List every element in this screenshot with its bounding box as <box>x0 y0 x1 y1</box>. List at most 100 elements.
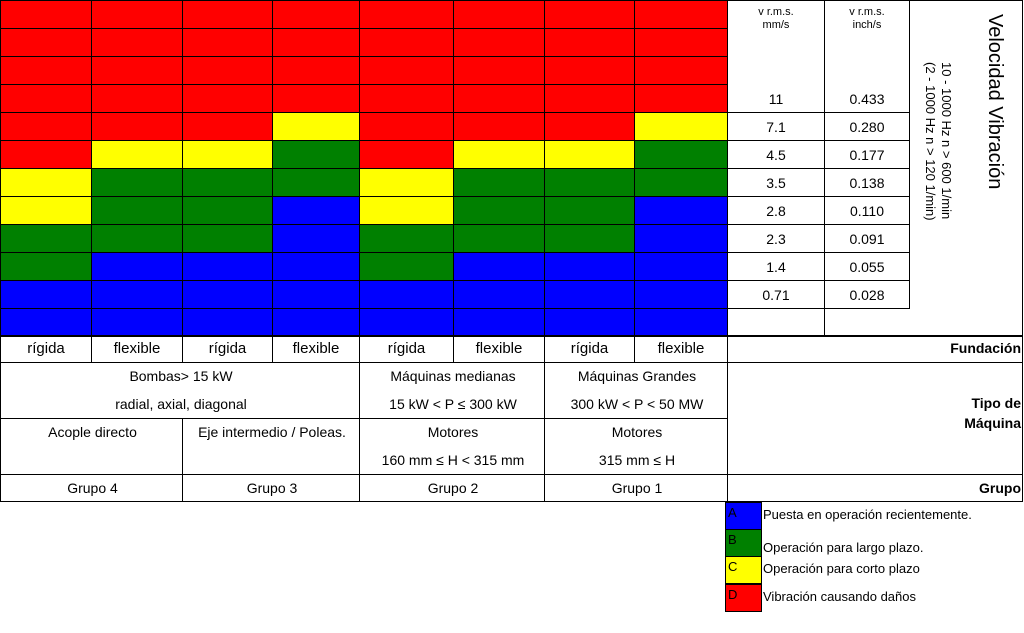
zone-cell <box>182 224 273 253</box>
legend-swatch-b: B <box>725 529 762 557</box>
tipo-maquina-cell: Tipo de Máquina <box>727 362 1023 475</box>
zone-cell <box>544 112 635 141</box>
zone-cell <box>359 252 454 281</box>
zone-cell <box>91 84 183 113</box>
grandes-line-2: 300 kW < P < 50 MW <box>570 396 704 412</box>
zone-cell <box>182 84 273 113</box>
zone-cell <box>453 140 545 169</box>
zone-cell <box>0 196 92 225</box>
foundation-cell: rígida <box>182 335 273 363</box>
zone-cell <box>91 56 183 85</box>
legend-text-b: Operación para largo plazo. <box>763 540 924 555</box>
zone-cell <box>0 140 92 169</box>
scale-row-line <box>727 280 910 281</box>
acople-cell: Acople directo <box>0 418 183 475</box>
zone-cell <box>544 224 635 253</box>
foundation-cell: rígida <box>359 335 454 363</box>
legend-swatch-d: D <box>725 584 762 612</box>
zone-cell <box>544 28 635 57</box>
zone-cell <box>91 112 183 141</box>
zone-cell <box>272 280 360 309</box>
group-cell: Grupo 3 <box>182 474 360 502</box>
zone-cell <box>272 308 360 337</box>
zone-cell <box>359 28 454 57</box>
foundation-label: rígida <box>208 340 247 357</box>
zone-cell <box>272 168 360 197</box>
zone-cell <box>359 0 454 29</box>
scale-divider <box>909 0 910 308</box>
foundation-cell: rígida <box>0 335 92 363</box>
zone-cell <box>0 0 92 29</box>
threshold-inch: 0.177 <box>849 147 885 163</box>
foundation-cell: rígida <box>544 335 635 363</box>
bombas-cell: Bombas> 15 kW radial, axial, diagonal <box>0 362 360 419</box>
zone-cell <box>182 112 273 141</box>
zone-cell <box>272 84 360 113</box>
zone-cell <box>272 140 360 169</box>
foundation-label: rígida <box>27 340 65 357</box>
threshold-inch: 0.110 <box>850 203 884 219</box>
zone-cell <box>634 196 728 225</box>
motores-medianos-cell: Motores 160 mm ≤ H < 315 mm <box>359 418 545 475</box>
zone-cell <box>0 112 92 141</box>
zone-cell <box>182 280 273 309</box>
medianas-line-1: Máquinas medianas <box>390 368 516 384</box>
foundation-cell: flexible <box>453 335 545 363</box>
zone-cell <box>0 280 92 309</box>
scale-row-line <box>727 252 910 253</box>
threshold-mm: 11 <box>768 91 784 107</box>
zone-cell <box>91 168 183 197</box>
zone-cell <box>544 168 635 197</box>
zone-cell <box>91 224 183 253</box>
legend-key: C <box>728 559 738 574</box>
group-label: Grupo 4 <box>67 480 118 496</box>
zone-cell <box>453 112 545 141</box>
foundation-cell: flexible <box>272 335 360 363</box>
chart-title: Velocidad Vibración <box>984 14 1006 190</box>
zone-cell <box>544 84 635 113</box>
zone-cell <box>634 168 728 197</box>
zone-cell <box>544 196 635 225</box>
legend-key: B <box>728 532 737 547</box>
zone-cell <box>453 84 545 113</box>
motores-m-line-2: 160 mm ≤ H < 315 mm <box>381 452 525 468</box>
chart-subtitle-2: (2 - 1000 Hz n > 120 1/min) <box>923 62 938 221</box>
zone-cell <box>182 0 273 29</box>
scale-row-line <box>727 308 910 309</box>
zone-cell <box>91 140 183 169</box>
zone-cell <box>0 308 92 337</box>
zone-cell <box>0 56 92 85</box>
fundacion-label: Fundación <box>950 340 1021 356</box>
zone-cell <box>272 224 360 253</box>
medianas-cell: Máquinas medianas 15 kW < P ≤ 300 kW <box>359 362 545 419</box>
zone-grid <box>0 0 728 337</box>
zone-cell <box>634 308 728 337</box>
legend-swatch-c: C <box>725 556 762 584</box>
foundation-label: rígida <box>387 340 426 357</box>
zone-cell <box>272 196 360 225</box>
zone-cell <box>634 140 728 169</box>
bombas-line-2: radial, axial, diagonal <box>115 396 247 412</box>
motores-m-line-1: Motores <box>427 424 479 440</box>
threshold-mm: 2.8 <box>766 203 786 219</box>
threshold-mm: 2.3 <box>766 231 786 247</box>
fundacion-cell: Fundación <box>727 335 1023 363</box>
zone-cell <box>272 28 360 57</box>
scale-bottom-line <box>727 336 1023 337</box>
foundation-label: flexible <box>475 340 523 357</box>
maquina-label: Máquina <box>964 415 1021 431</box>
legend-swatch-a: A <box>725 502 762 530</box>
scale-row-line <box>727 196 910 197</box>
eje-label: Eje intermedio / Poleas. <box>198 424 346 440</box>
zone-cell <box>272 0 360 29</box>
grandes-cell: Máquinas Grandes 300 kW < P < 50 MW <box>544 362 728 419</box>
zone-cell <box>182 252 273 281</box>
zone-cell <box>634 0 728 29</box>
zone-cell <box>272 112 360 141</box>
zone-cell <box>91 308 183 337</box>
header-inch: v r.m.s. inch/s <box>849 6 885 31</box>
threshold-inch: 0.433 <box>849 91 885 107</box>
scale-row-line <box>727 224 910 225</box>
zone-cell <box>272 56 360 85</box>
zone-cell <box>634 84 728 113</box>
